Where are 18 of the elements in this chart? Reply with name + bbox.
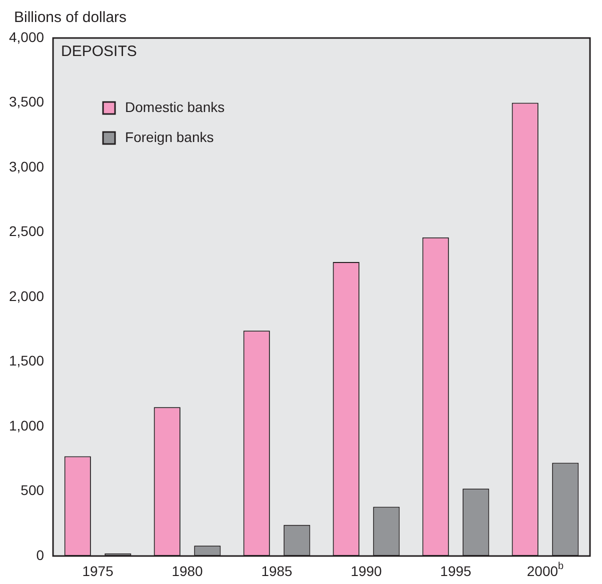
y-tick-label: 3,000: [8, 158, 44, 174]
x-tick-label: 1995: [440, 563, 472, 579]
legend-label: Domestic banks: [125, 98, 225, 115]
y-tick-label: 3,500: [8, 94, 44, 110]
y-axis-title: Billions of dollars: [14, 9, 127, 26]
y-tick-label: 2,000: [8, 288, 44, 304]
chart-title: DEPOSITS: [61, 43, 137, 60]
y-tick-label: 1,000: [8, 417, 44, 434]
y-tick-label: 0: [36, 546, 44, 563]
x-tick-label: 1985: [261, 563, 293, 579]
y-tick-label: 500: [20, 482, 44, 498]
x-tick-label: 1990: [350, 563, 382, 579]
y-tick-label: 2,500: [8, 223, 44, 240]
x-tick-label: 1975: [82, 563, 114, 579]
y-tick-label: 4,000: [8, 28, 44, 45]
y-tick-label: 1,500: [8, 352, 44, 369]
x-tick-label: 1980: [172, 563, 204, 579]
legend-label: Foreign banks: [125, 128, 214, 145]
